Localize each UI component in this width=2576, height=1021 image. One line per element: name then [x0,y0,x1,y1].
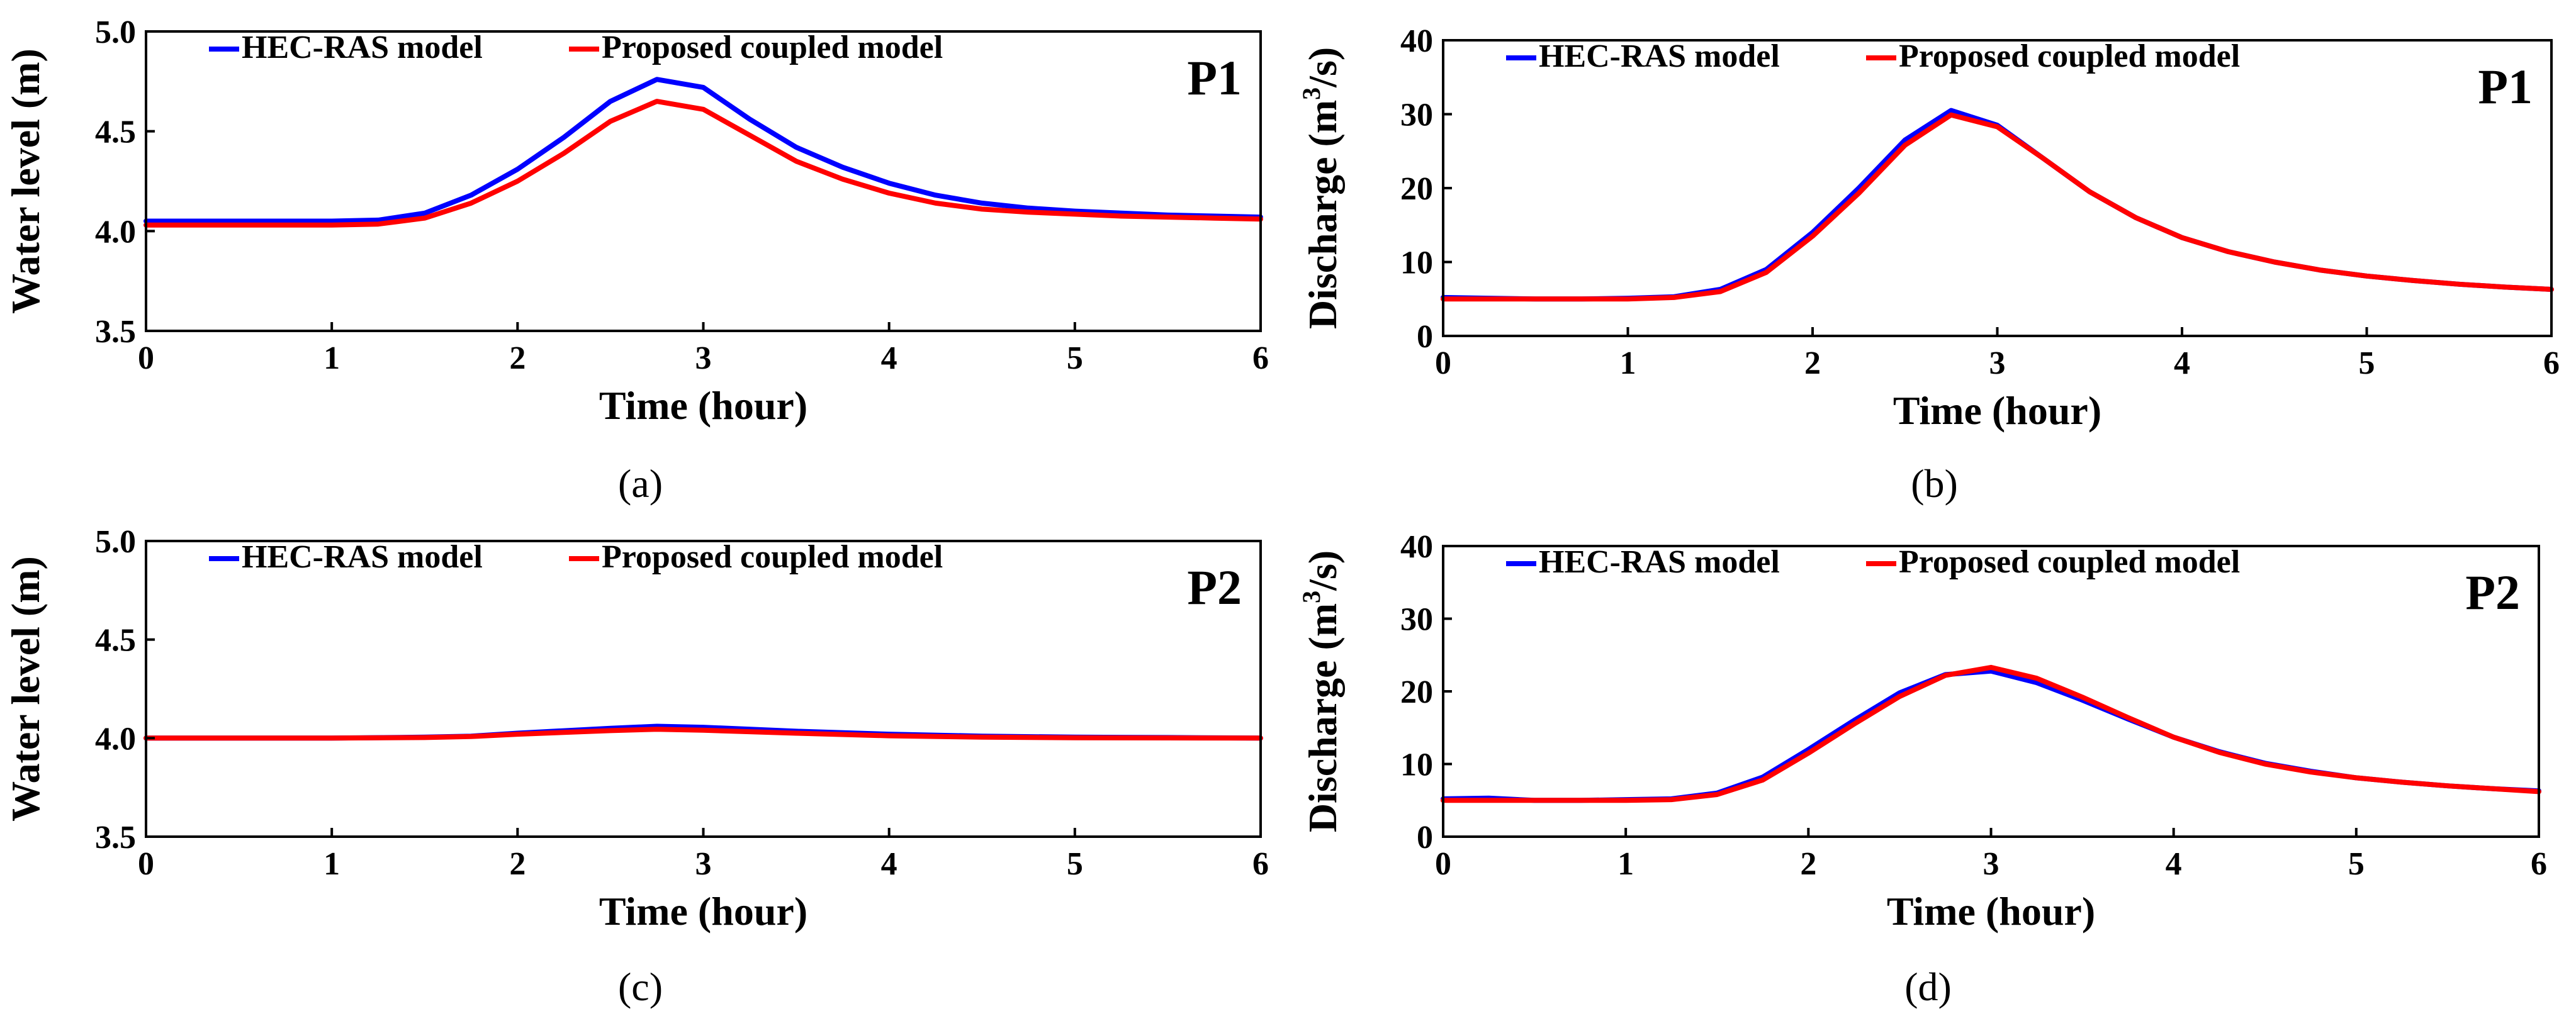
plot-frame [145,30,1262,332]
panel-caption: (d) [1904,964,1952,1009]
panel-point-label: P1 [2478,59,2533,114]
y-tick-label: 10 [1400,245,1433,281]
series-line-hec-ras [143,77,1263,224]
x-axis-title: Time (hour) [599,889,807,934]
x-tick-label: 2 [509,846,526,882]
x-tick-label: 5 [2359,345,2375,381]
y-axis-title: Water level (m) [3,556,48,822]
x-tick-label: 6 [2543,345,2560,381]
y-tick-label: 10 [1400,747,1433,783]
x-tick-label: 6 [1252,340,1269,376]
x-tick-label: 3 [695,340,712,376]
y-tick-label: 40 [1400,23,1433,59]
x-tick-label: 1 [1617,846,1634,882]
y-tick-label: 20 [1400,171,1433,207]
x-tick-label: 4 [2166,846,2182,882]
y-axis-title-tail: /s) [1300,47,1345,88]
plot-frame [1442,39,2553,337]
x-tick-label: 4 [881,846,897,882]
y-axis-title-superscript: 3 [1297,591,1325,603]
x-tick-label: 2 [1800,846,1816,882]
x-tick-label: 3 [1989,345,2006,381]
x-tick-label: 0 [1435,345,1451,381]
legend-label-proposed-coupled: Proposed coupled model [602,30,943,65]
y-axis-title: Water level (m) [3,48,48,314]
y-tick-label: 3.5 [95,820,136,856]
plot-frame [1442,545,2540,838]
y-axis-title-tail: /s) [1300,550,1345,591]
y-tick-label: 4.5 [95,114,136,150]
panel-point-label: P2 [1187,560,1242,615]
series-line-proposed-coupled [1441,664,2541,803]
legend-label-hec-ras: HEC-RAS model [242,539,483,575]
panel-point-label: P2 [2465,565,2520,620]
chart-panel-a: 0 1 2 3 4 5 6 3.5 4.0 4.5 5.0 Time (hour) Water leve… [3,14,1269,506]
y-tick-label: 4.0 [95,214,136,250]
x-tick-label: 5 [1067,846,1083,882]
y-tick-label: 4.5 [95,623,136,659]
legend-label-proposed-coupled: Proposed coupled model [1899,544,2240,580]
x-tick-label: 4 [2174,345,2190,381]
series-line-proposed-coupled [143,727,1263,741]
x-tick-label: 5 [2348,846,2365,882]
series-line-proposed-coupled [143,99,1263,228]
plot-frame [145,540,1262,838]
y-tick-label: 0 [1417,319,1433,355]
x-tick-label: 2 [509,340,526,376]
y-tick-label: 5.0 [95,524,136,560]
panel-caption: (c) [618,964,663,1009]
y-tick-label: 40 [1400,529,1433,565]
x-tick-label: 1 [323,340,340,376]
x-axis-title: Time (hour) [1893,388,2101,433]
y-axis-title-main: Water level (m) [3,48,48,314]
y-tick-label: 30 [1400,602,1433,638]
y-tick-label: 3.5 [95,314,136,350]
legend-label-hec-ras: HEC-RAS model [1539,544,1780,580]
legend-label-hec-ras: HEC-RAS model [242,30,483,65]
x-tick-label: 3 [695,846,712,882]
panel-caption: (b) [1911,461,1958,506]
y-axis-title-main: Discharge (m [1300,100,1345,329]
panel-point-label: P1 [1187,50,1242,105]
y-tick-label: 30 [1400,98,1433,133]
x-tick-label: 1 [323,846,340,882]
y-axis-title-main: Water level (m) [3,556,48,822]
x-tick-label: 3 [1983,846,1999,882]
y-axis-title-main: Discharge (m [1300,603,1345,832]
y-tick-label: 20 [1400,674,1433,710]
y-axis-title: Discharge (m3/s) [1297,47,1345,329]
y-tick-label: 4.0 [95,721,136,757]
x-tick-label: 0 [1435,846,1451,882]
legend-label-hec-ras: HEC-RAS model [1539,38,1780,74]
series-line-hec-ras [1441,108,2554,302]
series-line-proposed-coupled [1441,112,2554,302]
x-tick-label: 5 [1067,340,1083,376]
chart-panel-c: 0 1 2 3 4 5 6 3.5 4.0 4.5 5.0 Time (hour) Water leve… [3,524,1269,1009]
x-tick-label: 2 [1804,345,1821,381]
panel-caption: (a) [618,461,663,506]
y-axis-title: Discharge (m3/s) [1297,550,1345,832]
x-tick-label: 4 [881,340,897,376]
y-tick-label: 0 [1417,820,1433,856]
legend-label-proposed-coupled: Proposed coupled model [602,539,943,575]
x-tick-label: 6 [1252,846,1269,882]
x-axis-title: Time (hour) [1887,889,2095,934]
x-axis-title: Time (hour) [599,383,807,428]
x-tick-label: 6 [2531,846,2547,882]
x-tick-label: 1 [1620,345,1636,381]
legend-label-proposed-coupled: Proposed coupled model [1899,38,2240,74]
x-tick-label: 0 [138,340,154,376]
x-tick-label: 0 [138,846,154,882]
y-tick-label: 5.0 [95,14,136,50]
y-axis-title-superscript: 3 [1297,87,1325,100]
